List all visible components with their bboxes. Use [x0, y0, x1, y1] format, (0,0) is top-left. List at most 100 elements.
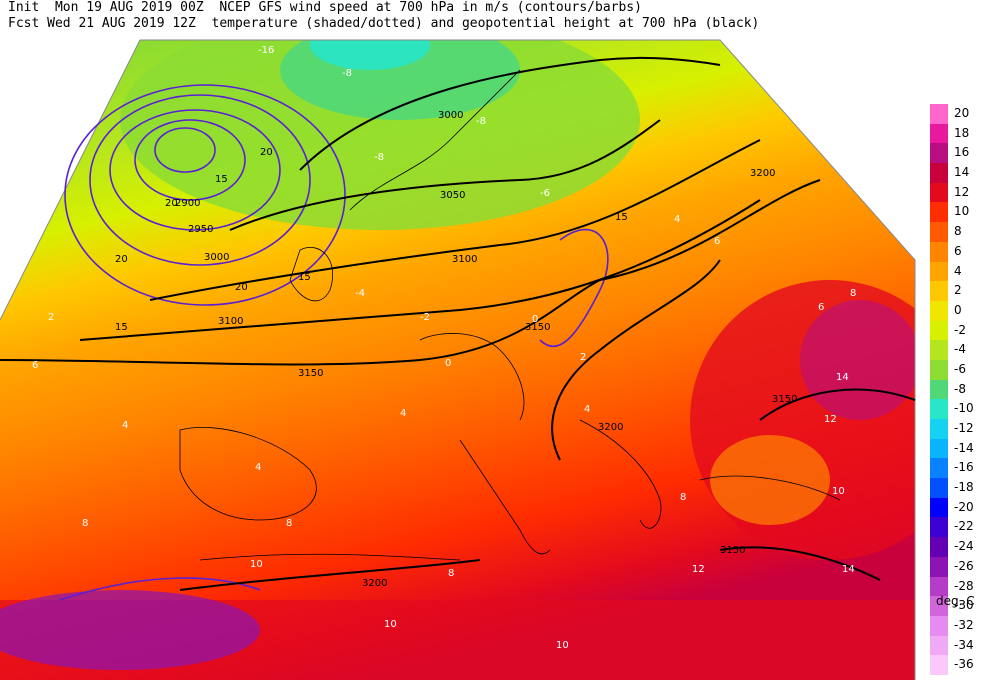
legend-row: -6: [928, 359, 1000, 380]
wind-label: 15: [215, 174, 228, 185]
height-label: 3150: [720, 545, 745, 556]
legend-label: 4: [954, 263, 962, 278]
legend-label: -32: [954, 617, 974, 632]
legend-label: -22: [954, 519, 974, 534]
legend-swatch: [930, 655, 948, 675]
legend-swatch: [930, 281, 948, 301]
legend-label: -16: [954, 460, 974, 475]
legend-label: -12: [954, 421, 974, 435]
temp-label: 10: [250, 559, 263, 570]
legend-swatch: [930, 182, 948, 203]
height-label: 3200: [750, 168, 775, 179]
legend-row: -10: [928, 399, 1000, 419]
legend-label: -2: [954, 322, 966, 337]
height-label: 3150: [772, 394, 797, 405]
temp-label: -16: [258, 45, 274, 56]
wind-label: 15: [615, 212, 628, 223]
legend-label: -26: [954, 558, 974, 573]
temp-label: 4: [122, 420, 128, 431]
legend-row: -32: [928, 615, 1000, 636]
legend-label: -18: [954, 480, 974, 495]
legend-row: -8: [928, 379, 1000, 400]
temp-label: 8: [680, 492, 686, 503]
legend-row: 0: [928, 300, 1000, 321]
legend-swatch: [930, 123, 948, 144]
legend-swatch: [930, 202, 948, 223]
legend-row: -2: [928, 320, 1000, 341]
wind-label: 15: [115, 322, 128, 333]
temp-label: 4: [584, 404, 590, 415]
legend-row: -16: [928, 458, 1000, 479]
legend-row: 14: [928, 163, 1000, 183]
legend-swatch: [930, 537, 948, 557]
height-label: 3000: [438, 110, 463, 121]
legend-swatch: [930, 615, 948, 636]
legend-row: 20: [928, 104, 1000, 124]
temp-label: 8: [286, 518, 292, 529]
height-label: 3150: [298, 368, 323, 379]
legend-label: 12: [954, 184, 970, 199]
legend-label: 8: [954, 224, 962, 239]
header-init-line: Init Mon 19 AUG 2019 00Z NCEP GFS wind s…: [8, 0, 642, 15]
legend-row: -12: [928, 419, 1000, 439]
height-label: 3100: [218, 316, 243, 327]
legend-label: 2: [954, 283, 962, 298]
legend-swatch: [930, 340, 948, 360]
legend-swatch: [930, 379, 948, 400]
legend-swatch: [930, 438, 948, 459]
temp-label: 0: [445, 358, 451, 369]
height-label: 3050: [440, 190, 465, 201]
temp-label: 8: [448, 568, 454, 579]
legend-label: -10: [954, 401, 974, 416]
wind-label: 15: [298, 272, 311, 283]
legend-label: -20: [954, 499, 974, 514]
temp-label: -4: [355, 288, 365, 299]
wind-label: 20: [115, 254, 128, 265]
color-legend: 20 18 16 14 12 10 8 6 4 2 0 -2 -4 -6 -8 -10 -12 -14 -16 -18…: [928, 104, 1000, 675]
legend-swatch: [930, 222, 948, 242]
wind-label: 20: [165, 198, 178, 209]
temp-label: 4: [400, 408, 406, 419]
temp-label: 4: [674, 214, 680, 225]
legend-swatch: [930, 143, 948, 164]
legend-label: -14: [954, 440, 974, 455]
legend-row: -28: [928, 576, 1000, 597]
legend-swatch: [930, 399, 948, 419]
height-label: 3000: [204, 252, 229, 263]
legend-label: 20: [954, 106, 970, 120]
legend-row: -30: [928, 596, 1000, 616]
legend-swatch: [930, 320, 948, 341]
temp-label: -8: [342, 68, 352, 79]
legend-label: -4: [954, 342, 966, 357]
legend-label: -6: [954, 361, 966, 376]
height-label: 3200: [598, 422, 623, 433]
legend-label: 18: [954, 125, 970, 140]
temp-label: 8: [850, 288, 856, 299]
legend-row: -24: [928, 537, 1000, 557]
legend-label: 10: [954, 204, 970, 219]
legend-label: -36: [954, 657, 974, 672]
legend-units: deg. C: [936, 594, 975, 608]
legend-row: 16: [928, 143, 1000, 164]
temp-label: -8: [374, 152, 384, 163]
legend-label: 16: [954, 145, 970, 160]
legend-row: 18: [928, 123, 1000, 144]
wind-speed-contours: [59, 84, 609, 601]
legend-row: 4: [928, 261, 1000, 282]
temp-label: 14: [842, 564, 855, 575]
legend-swatch: [930, 497, 948, 518]
temp-label: 14: [836, 372, 849, 383]
legend-swatch: [930, 261, 948, 282]
legend-swatch: [930, 241, 948, 262]
legend-label: -30: [954, 598, 974, 613]
coastlines: [179, 69, 841, 561]
legend-row: -22: [928, 517, 1000, 538]
temp-label: -8: [476, 116, 486, 127]
height-label: 2900: [175, 198, 200, 209]
temp-label: 12: [692, 564, 705, 575]
legend-row: 12: [928, 182, 1000, 203]
temp-label: 2: [48, 312, 54, 323]
legend-label: 6: [954, 243, 962, 258]
temp-label: 4: [255, 462, 261, 473]
